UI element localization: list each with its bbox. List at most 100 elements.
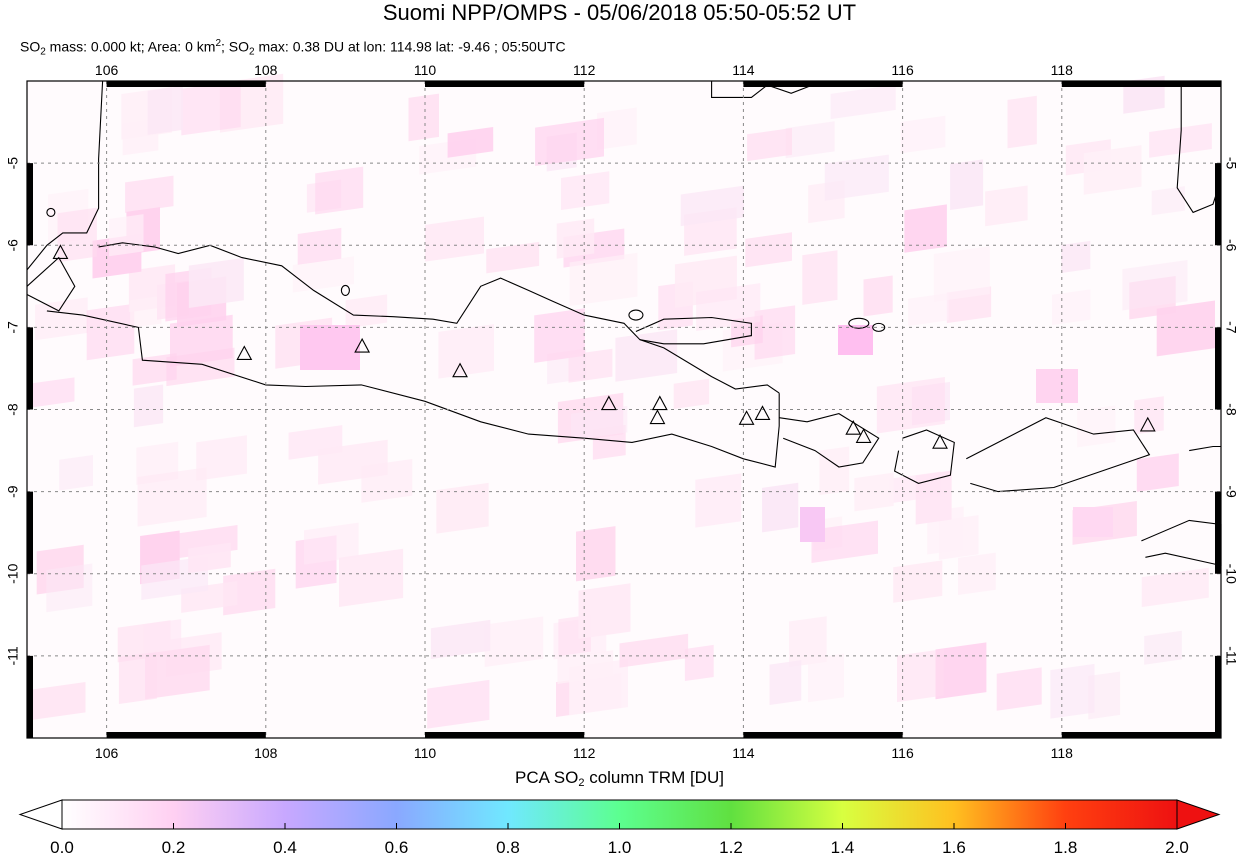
coastline [711,80,824,98]
so2-pixel [35,297,88,341]
lon-tick-label-top: 108 [254,62,278,78]
so2-pixel [438,324,494,379]
so2-pixel [31,681,86,721]
so2-pixel [615,329,678,382]
coastline [1189,445,1221,452]
so2-pixel [1088,671,1121,720]
lat-tick-label-right: -11 [1223,646,1239,665]
lon-tick-label-bottom: 118 [1051,745,1074,761]
so2-pixel [427,679,490,729]
frame-bar-bottom [743,732,903,738]
coastline [1176,81,1222,214]
so2-mass-subscript: 2 [40,46,46,58]
so2-pixel [808,653,844,703]
lon-tick-label-bottom: 106 [95,745,119,761]
colorbar-tick-label: 1.0 [607,838,632,857]
so2-pixel [762,482,799,533]
so2-pixel [1050,663,1095,719]
so2-pixel [754,305,796,360]
colorbar-tick-label: 0.2 [161,838,186,857]
volcano-marker [600,395,617,411]
lat-tick-label-right: -5 [1223,157,1239,170]
so2-pixel [318,439,388,485]
lat-tick-label-right: -10 [1223,564,1239,584]
volcano-marker [845,420,862,435]
colorbar-title: PCA SO2 column TRM [DU] [515,768,724,789]
coastline-island [848,317,870,329]
so2-pixel [908,293,949,326]
so2-pixel [196,435,247,481]
frame-bar-bottom [425,732,585,738]
lat-tick-label-right: -6 [1223,239,1239,252]
so2-pixel [996,667,1042,711]
colorbar-tick-label: 1.8 [1053,838,1078,857]
so2-pixel [447,126,494,158]
so2-pixel [27,377,75,409]
so2-pixel [696,283,761,331]
so2-pixel [59,455,93,491]
volcano-marker [649,409,666,425]
lat-tick-label-left: -8 [5,403,21,416]
so2-pixel [137,467,207,527]
frame-bar-left [27,655,33,738]
so2-pixel [534,308,585,363]
lon-tick-label-bottom: 112 [573,745,596,761]
frame-bar-right [1215,327,1221,410]
so2-pixel [408,93,439,142]
so2-pixel [535,117,604,166]
so2-pixel [897,649,944,703]
so2-pixel [300,325,360,370]
so2-max-subscript: 2 [249,46,255,58]
so2-max-text: max: 0.38 DU at lon: 114.98 lat: -9.46 ;… [254,38,566,55]
so2-pixel [1036,369,1078,403]
so2-pixel [800,507,825,542]
so2-pixel [86,303,135,361]
so2-pixel [46,563,93,613]
so2-pixel [1156,300,1215,357]
so2-pixel [188,257,244,308]
so2-pixel [557,650,614,684]
lon-tick-label-top: 118 [1051,62,1074,78]
so2-pixel [147,85,183,135]
lon-tick-label-bottom: 108 [254,745,278,761]
coastline-island [340,284,350,296]
volcano-marker [354,337,371,353]
lon-tick-label-top: 114 [732,62,755,78]
lon-tick-label-bottom: 116 [891,745,914,761]
frame-bar-bottom [1061,732,1221,738]
volcano-marker [651,395,668,411]
lat-tick-label-left: -5 [5,157,21,170]
so2-pixel [985,185,1028,227]
so2-pixel [935,642,987,700]
volcano-marker [52,244,69,260]
coastline [893,429,955,484]
so2-pixel [863,275,893,317]
so2-pixel [802,250,838,305]
colorbar-tick-label: 0.4 [273,838,297,857]
coastline [635,316,752,345]
coastline-island [628,309,644,321]
so2-pixel [486,241,540,274]
lat-tick-label-left: -6 [5,239,21,252]
so2-pixel [143,619,182,658]
so2-pixel [1144,630,1182,665]
area-exponent: 2 [215,38,221,49]
coastline [966,417,1151,493]
so2-pixel [345,294,388,329]
so2-pixel [57,207,97,263]
so2-pixel [1073,507,1113,537]
so2-pixel [900,115,946,154]
so2-pixel [673,378,710,410]
so2-pixel [109,214,144,257]
so2-pixel [430,619,491,660]
map-title: Suomi NPP/OMPS - 05/06/2018 05:50-05:52 … [382,0,857,25]
lon-tick-label-top: 116 [891,62,914,78]
so2-pixel [838,325,873,355]
so2-pixel [1151,186,1185,216]
volcano-marker [452,362,468,378]
so2-pixel [830,84,896,120]
so2-pixel [684,644,714,682]
so2-pixel [695,473,742,528]
so2-pixel [824,154,889,201]
